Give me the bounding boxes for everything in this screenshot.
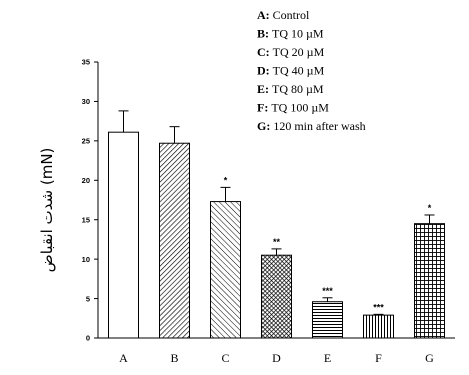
significance-label: *** [373, 302, 384, 312]
bar-A [108, 131, 139, 339]
legend-entry: G: 120 min after wash [257, 119, 366, 133]
legend-key: B: [257, 27, 272, 41]
legend-key: G: [257, 119, 273, 133]
bar-G [414, 223, 445, 339]
significance-label: ** [273, 237, 281, 247]
legend-key: A: [257, 8, 273, 22]
legend-entry: F: TQ 100 µM [257, 101, 329, 115]
bar-C [210, 201, 241, 339]
legend-key: E: [257, 82, 272, 96]
legend-text: TQ 80 µM [272, 82, 324, 96]
legend-text: Control [273, 8, 310, 22]
x-tick-label: F [375, 351, 382, 365]
bar-E [312, 301, 343, 339]
legend-text: TQ 40 µM [273, 64, 325, 78]
y-tick-label: 15 [82, 215, 90, 224]
legend-entry: A: Control [257, 8, 310, 22]
legend-text: TQ 100 µM [271, 101, 329, 115]
y-tick-label: 10 [82, 255, 90, 264]
bars [108, 110, 445, 339]
bar-D [261, 254, 292, 339]
bar-B [159, 142, 190, 339]
legend-key: F: [257, 101, 271, 115]
legend-entry: D: TQ 40 µM [257, 64, 325, 78]
x-tick-label: E [324, 351, 331, 365]
y-tick-label: 20 [82, 176, 90, 185]
x-tick-label: C [221, 351, 229, 365]
y-tick-label: 0 [86, 334, 90, 343]
x-tick-label: D [272, 351, 281, 365]
y-tick-label: 5 [86, 294, 90, 303]
significance-label: *** [322, 286, 333, 296]
legend-text: 120 min after wash [273, 119, 365, 133]
x-tick-label: A [119, 351, 128, 365]
legend-entry: E: TQ 80 µM [257, 82, 324, 96]
x-tick-label: B [170, 351, 178, 365]
bar-F [363, 314, 394, 339]
labels: 0 5 10 15 20 25 30 35 A B * C ** D *** E *** F * G [82, 58, 435, 365]
legend-key: D: [257, 64, 273, 78]
legend-entry: C: TQ 20 µM [257, 45, 325, 59]
significance-label: * [224, 175, 228, 185]
legend-entry: B: TQ 10 µM [257, 27, 324, 41]
x-tick-label: G [425, 351, 434, 365]
legend-text: TQ 20 µM [273, 45, 325, 59]
y-tick-label: 25 [82, 137, 90, 146]
y-tick-label: 30 [82, 97, 90, 106]
legend-key: C: [257, 45, 273, 59]
legend-text: TQ 10 µM [272, 27, 324, 41]
y-axis-label: (mN) شدت انقباض [38, 148, 56, 273]
y-tick-label: 35 [82, 58, 90, 67]
significance-label: * [428, 203, 432, 213]
